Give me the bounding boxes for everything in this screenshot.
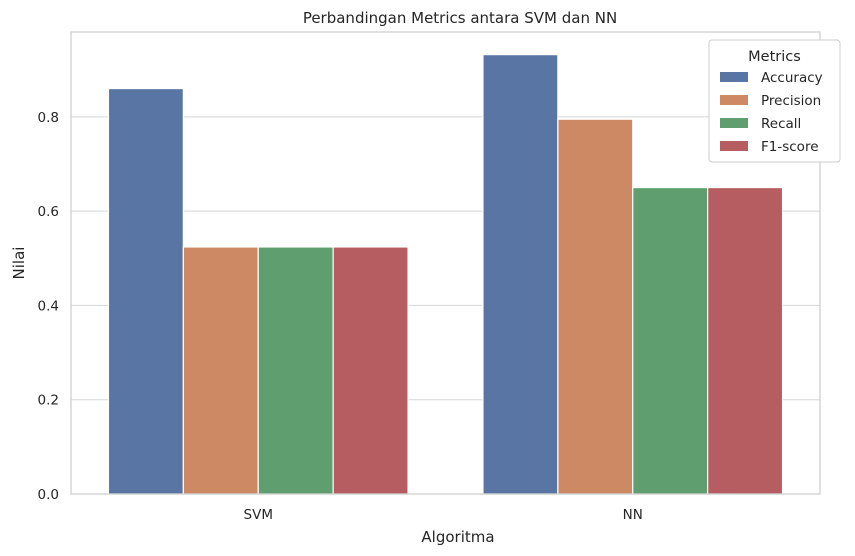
y-tick-label: 0.2 bbox=[38, 393, 59, 409]
legend-label: Accuracy bbox=[761, 70, 823, 86]
bar-accuracy-svm bbox=[107, 87, 184, 495]
y-tick-label: 0.8 bbox=[38, 110, 59, 126]
bar-recall-nn bbox=[632, 186, 709, 495]
x-axis-label: Algoritma bbox=[421, 528, 494, 546]
y-tick-label: 0.6 bbox=[38, 204, 59, 220]
legend-swatch bbox=[720, 141, 748, 151]
plot-frame bbox=[70, 31, 821, 495]
legend-label: Recall bbox=[761, 116, 801, 132]
bar-recall-svm bbox=[257, 246, 334, 495]
legend-title: Metrics bbox=[748, 49, 801, 65]
x-tick-label: NN bbox=[623, 507, 643, 523]
legend-label: Precision bbox=[761, 93, 821, 109]
bar-f1-score-nn bbox=[707, 186, 784, 495]
bar-f1-score-svm bbox=[332, 246, 409, 495]
legend-swatch bbox=[720, 72, 748, 82]
chart-title: Perbandingan Metrics antara SVM dan NN bbox=[303, 9, 617, 27]
y-tick-label: 0.0 bbox=[38, 487, 59, 503]
bar-precision-nn bbox=[557, 118, 634, 495]
bar-precision-svm bbox=[182, 246, 259, 495]
legend-swatch bbox=[720, 118, 748, 128]
legend-label: F1-score bbox=[761, 139, 819, 155]
legend: Metrics Accuracy Precision Recall F1-score bbox=[708, 39, 841, 163]
bars bbox=[107, 54, 784, 495]
y-tick-label: 0.4 bbox=[38, 298, 59, 314]
legend-swatch bbox=[720, 95, 748, 105]
x-tick-label: SVM bbox=[244, 507, 273, 523]
y-axis-label: Nilai bbox=[10, 247, 28, 280]
y-tick-labels: 0.0 0.2 0.4 0.6 0.8 bbox=[38, 110, 59, 503]
x-tick-labels: SVM NN bbox=[244, 507, 643, 523]
legend-box bbox=[708, 39, 841, 163]
bar-accuracy-nn bbox=[482, 54, 559, 495]
